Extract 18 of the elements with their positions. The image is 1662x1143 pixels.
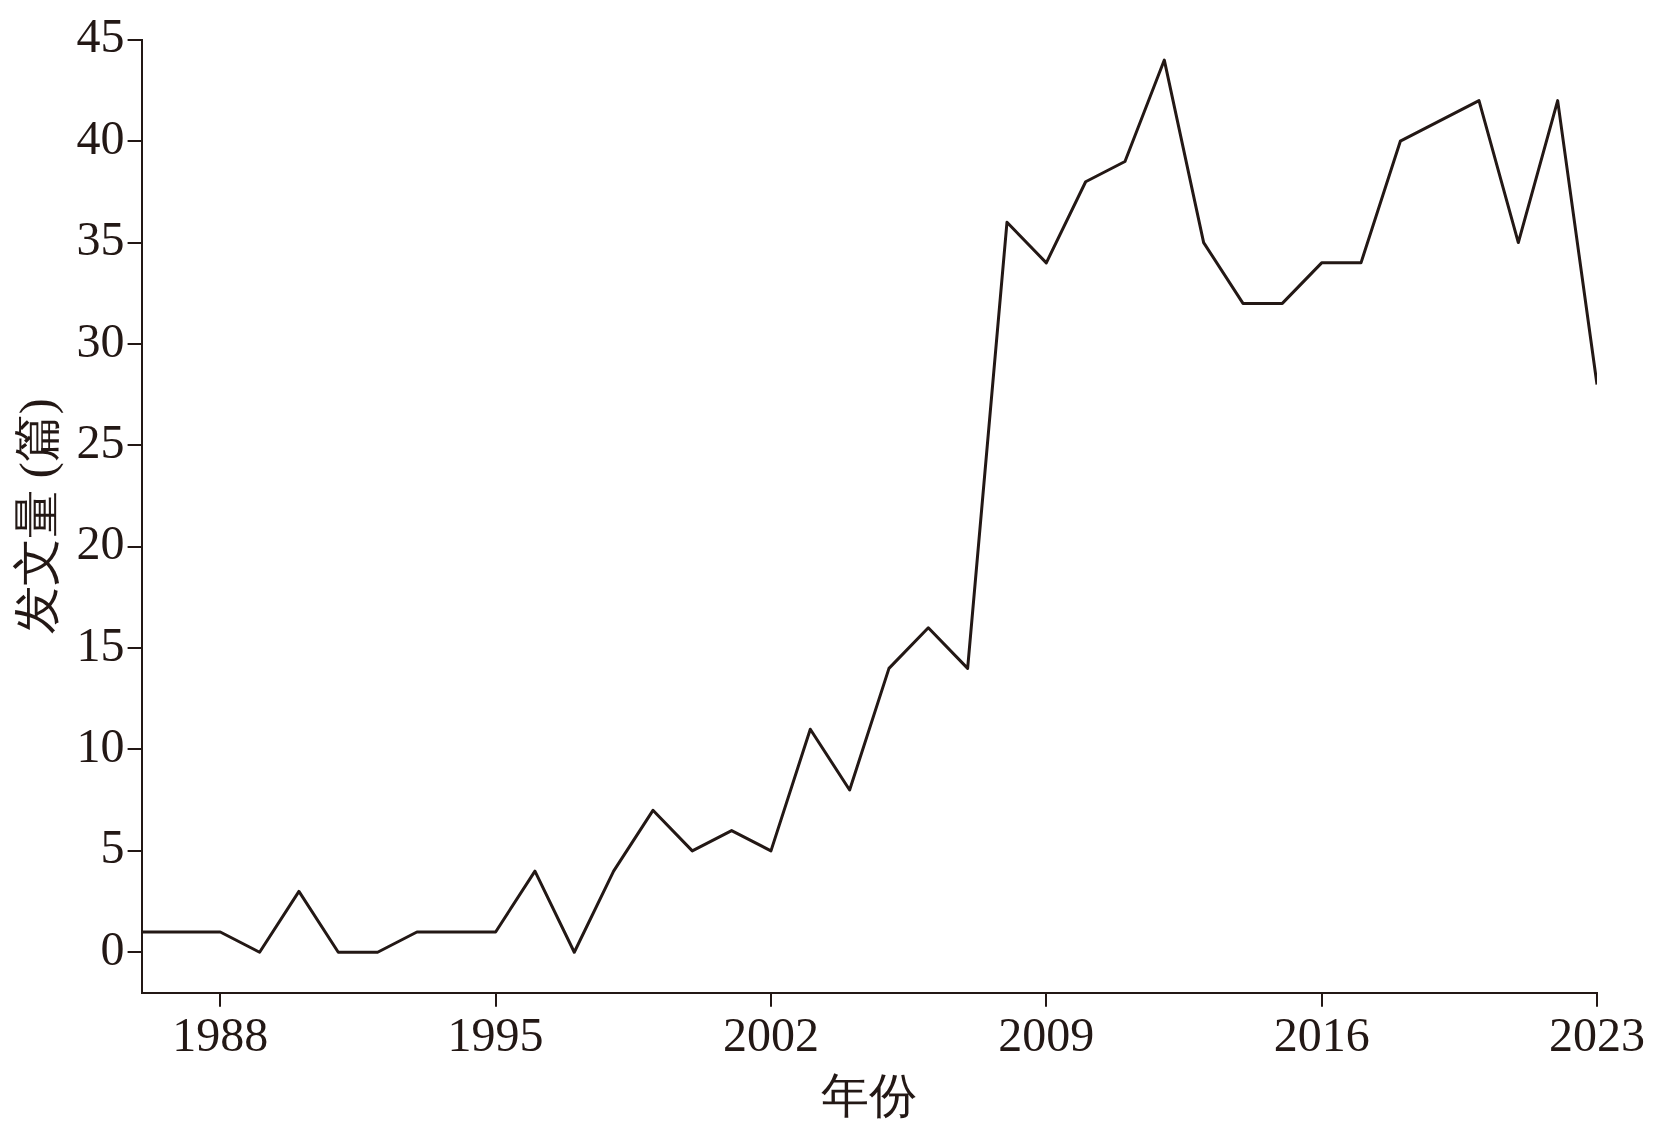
y-tick-label: 0 xyxy=(100,921,125,975)
x-tick-label: 2009 xyxy=(998,1008,1095,1062)
y-tick-label: 35 xyxy=(76,212,125,266)
x-tick-label: 1988 xyxy=(172,1008,269,1062)
y-tick-label: 25 xyxy=(76,414,125,468)
x-tick-label: 2002 xyxy=(722,1008,819,1062)
y-axis-title: 发文量 (篇) xyxy=(10,398,65,635)
x-axis-title: 年份 xyxy=(821,1068,918,1122)
y-tick-label: 30 xyxy=(76,313,125,367)
y-tick-label: 20 xyxy=(76,516,125,570)
y-tick-label: 15 xyxy=(76,617,125,671)
y-tick-label: 45 xyxy=(76,9,125,63)
y-tick-label: 10 xyxy=(76,719,125,773)
x-tick-label: 2016 xyxy=(1273,1008,1370,1062)
x-tick-label: 1995 xyxy=(447,1008,544,1062)
y-tick-label: 40 xyxy=(76,110,125,164)
y-tick-label: 5 xyxy=(100,820,125,874)
x-tick-label: 2023 xyxy=(1549,1008,1645,1062)
